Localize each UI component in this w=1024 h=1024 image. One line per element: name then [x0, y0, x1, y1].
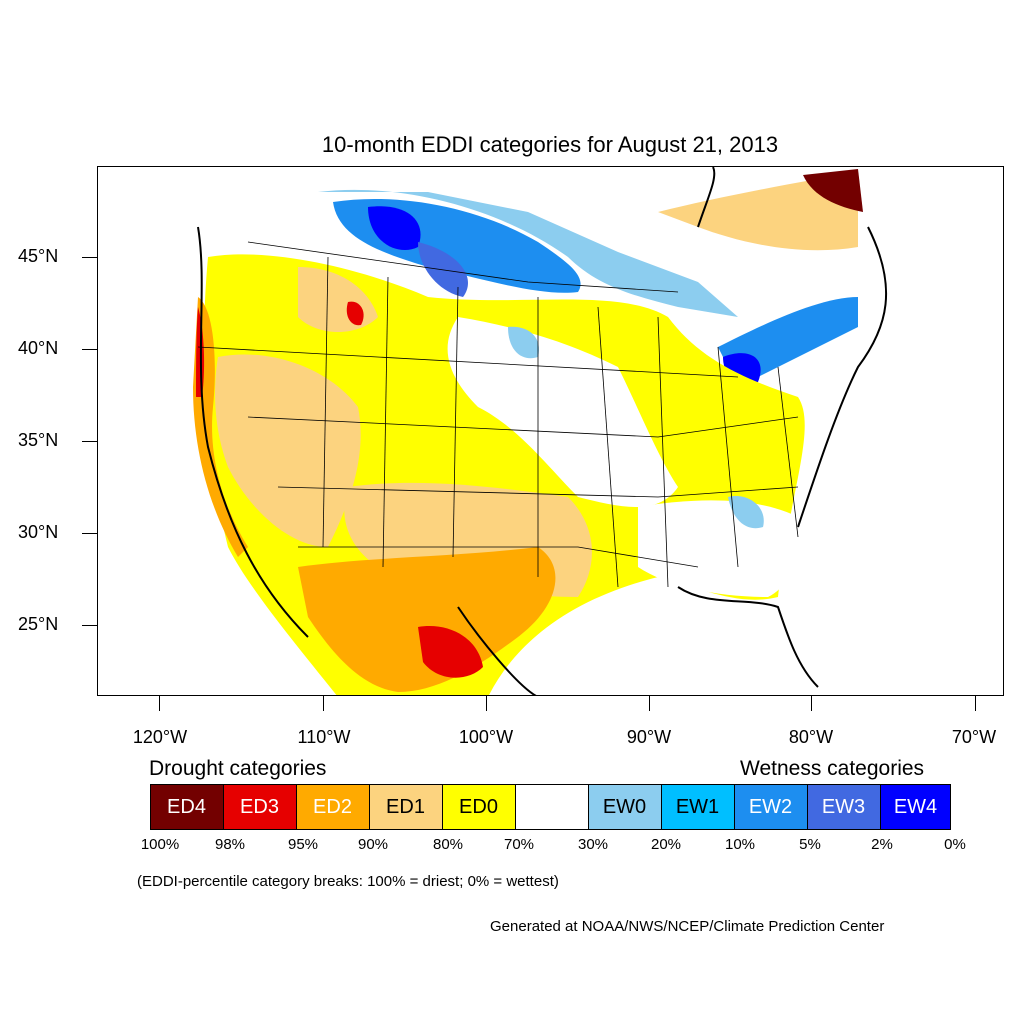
pct-break-10: 10%	[724, 836, 756, 853]
canada-wet-region	[318, 189, 738, 317]
pct-break-5: 5%	[799, 836, 821, 853]
wetness-heading: Wetness categories	[740, 757, 925, 780]
west-ed1-region	[215, 354, 361, 547]
lat-tick-45	[82, 257, 97, 258]
lat-label-25: 25°N	[18, 614, 59, 634]
lat-label-45: 45°N	[18, 246, 59, 266]
lon-label-80: 80°W	[788, 727, 834, 747]
lat-tick-30	[82, 533, 97, 534]
legend-ed2: ED2	[296, 784, 369, 830]
pct-break-0: 0%	[944, 836, 966, 853]
lon-label-110: 110°W	[297, 727, 351, 747]
plains-normal-region	[447, 317, 678, 507]
lon-label-100: 100°W	[458, 727, 514, 747]
lon-label-90: 90°W	[626, 727, 672, 747]
lon-label-120: 120°W	[132, 727, 188, 747]
lat-label-35: 35°N	[18, 430, 59, 450]
lon-tick-120	[159, 696, 160, 711]
lon-tick-100	[486, 696, 487, 711]
mexico-ed3-region	[418, 626, 483, 678]
legend-normal	[515, 784, 588, 830]
drought-heading: Drought categories	[149, 757, 327, 780]
legend-ew1: EW1	[661, 784, 734, 830]
dakotas-ew0-region	[508, 326, 539, 359]
legend-ew4: EW4	[880, 784, 951, 830]
legend-ed3: ED3	[223, 784, 296, 830]
pct-break-90: 90%	[357, 836, 389, 853]
lat-tick-35	[82, 441, 97, 442]
canada-ew4-region	[368, 206, 421, 251]
pct-break-2: 2%	[871, 836, 893, 853]
legend-ew2: EW2	[734, 784, 807, 830]
pct-break-95: 95%	[287, 836, 319, 853]
lon-tick-80	[811, 696, 812, 711]
lat-tick-25	[82, 625, 97, 626]
pct-break-30: 30%	[577, 836, 609, 853]
legend-ew3: EW3	[807, 784, 880, 830]
lat-label-30: 30°N	[18, 522, 59, 542]
credit-text: Generated at NOAA/NWS/NCEP/Climate Predi…	[490, 918, 885, 935]
legend-ew0: EW0	[588, 784, 661, 830]
legend-ed0: ED0	[442, 784, 515, 830]
legend-note: (EDDI-percentile category breaks: 100% =…	[137, 873, 559, 890]
west-coast-ed2-region	[193, 297, 248, 557]
lon-tick-110	[323, 696, 324, 711]
lon-label-70: 70°W	[951, 727, 997, 747]
legend-ed4: ED4	[150, 784, 223, 830]
quebec-ed4-region	[803, 169, 863, 212]
pct-break-100: 100%	[140, 836, 180, 853]
mexico-ed2-region	[298, 547, 556, 692]
northern-rockies-ed3-region	[346, 301, 364, 326]
pct-break-20: 20%	[650, 836, 682, 853]
map-area	[97, 166, 1004, 696]
legend-outline	[150, 784, 951, 830]
legend-separators	[150, 784, 951, 830]
legend-ed1: ED1	[369, 784, 442, 830]
coastlines	[197, 167, 888, 695]
quebec-dry-region	[658, 172, 858, 251]
state-boundaries	[197, 241, 799, 588]
lon-tick-90	[649, 696, 650, 711]
pct-break-70: 70%	[503, 836, 535, 853]
lat-label-40: 40°N	[18, 338, 59, 358]
pct-break-98: 98%	[214, 836, 246, 853]
carolinas-ew0-region	[728, 496, 764, 529]
pct-break-80: 80%	[432, 836, 464, 853]
map-title: 10-month EDDI categories for August 21, …	[321, 132, 779, 157]
lon-tick-70	[975, 696, 976, 711]
eddi-map	[98, 167, 1003, 695]
lat-tick-40	[82, 349, 97, 350]
